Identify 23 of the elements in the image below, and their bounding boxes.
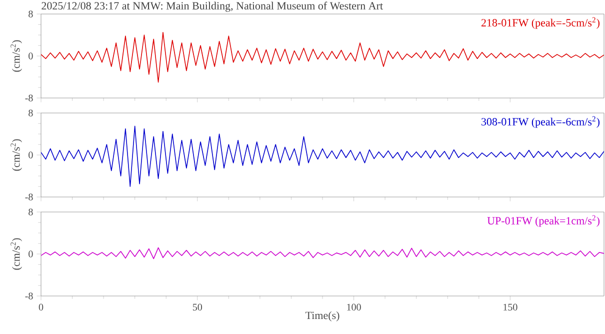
x-tick-label: 50 xyxy=(192,304,202,311)
annotation: 308-01FW (peak=-6cm/s$^{2}$) xyxy=(482,116,600,128)
x-tick-label: 0 xyxy=(38,304,44,311)
y-tick-label: 0 xyxy=(28,250,33,258)
x-axis-title: Time(s) xyxy=(305,311,340,322)
y-axis-title: (cm/s$^{2}$) xyxy=(10,139,22,171)
y-tick-label: 8 xyxy=(28,110,33,116)
y-tick-label: -8 xyxy=(25,94,33,102)
annotation: UP-01FW (peak=1cm/s$^{2}$) xyxy=(487,215,600,227)
x-tick-label: 100 xyxy=(347,304,361,311)
line-series xyxy=(41,32,604,83)
y-axis-title: (cm/s$^{2}$) xyxy=(10,40,22,72)
y-axis-title: (cm/s$^{2}$) xyxy=(10,238,22,270)
y-tick-label: -8 xyxy=(25,194,33,200)
y-tick-label: -8 xyxy=(25,292,33,300)
line-series xyxy=(41,247,604,260)
chart-title: 2025/12/08 23:17 at NMW: Main Building, National Museum of Western Art xyxy=(42,2,383,12)
y-tick-label: 0 xyxy=(28,152,33,158)
y-tick-label: 0 xyxy=(28,52,33,60)
x-tick-label: 150 xyxy=(504,304,518,311)
annotation: 218-01FW (peak=-5cm/s$^{2}$) xyxy=(481,17,600,29)
y-tick-label: 8 xyxy=(28,208,33,216)
y-tick-label: 8 xyxy=(28,10,33,18)
